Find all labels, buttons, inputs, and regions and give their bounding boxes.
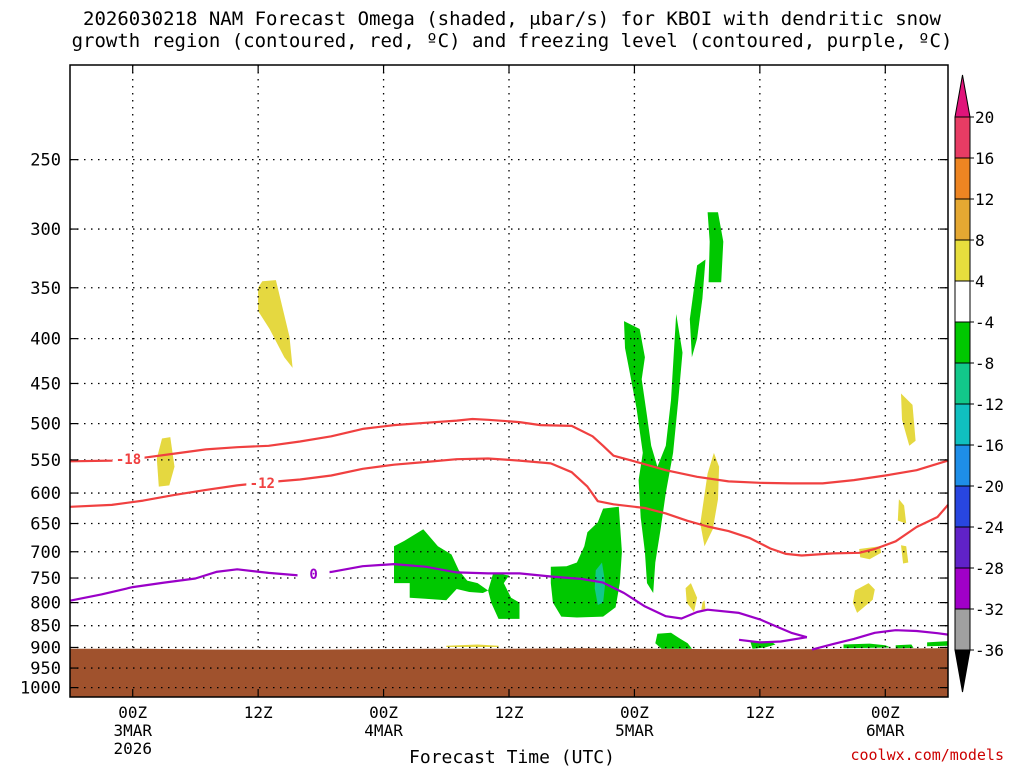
x-tick-sublabel-54: 5MAR (615, 721, 654, 740)
colorbar-swatch-10 (954, 526, 971, 569)
credit-text: coolwx.com/models (850, 746, 1004, 764)
omega-shade-descent-10 (446, 644, 499, 647)
colorbar-label-10: -24 (975, 518, 1004, 537)
contour-label-1: -12 (250, 476, 275, 492)
colorbar-swatch-5 (954, 321, 971, 364)
colorbar-label-1: 16 (975, 149, 994, 168)
x-tick-label-54: 00Z (620, 703, 649, 722)
y-tick-label-450: 450 (30, 374, 61, 394)
x-tick-sublabel2-6: 2026 (113, 739, 152, 758)
contour-freezing-4 (811, 629, 949, 651)
colorbar-label-9: -20 (975, 477, 1004, 496)
omega-shade-ascent-15 (488, 572, 520, 619)
y-tick-label-950: 950 (30, 659, 61, 679)
chart-title: 2026030218 NAM Forecast Omega (shaded, μ… (0, 8, 1024, 52)
omega-shade-descent-3 (685, 583, 698, 612)
omega-shade-strong_ascent-17 (594, 562, 606, 605)
x-tick-label-78: 00Z (871, 703, 900, 722)
x-tick-sublabel-30: 4MAR (364, 721, 403, 740)
y-tick-label-250: 250 (30, 151, 61, 171)
x-tick-sublabel-6: 3MAR (113, 721, 152, 740)
colorbar-swatch-3 (954, 239, 971, 282)
colorbar-label-0: 20 (975, 108, 994, 127)
omega-shade-ascent-21 (895, 644, 914, 649)
contour-freezing-2 (69, 563, 808, 639)
y-tick-label-750: 750 (30, 569, 61, 589)
omega-shade-ascent-18 (655, 632, 692, 649)
x-tick-label-18: 12Z (244, 703, 273, 722)
title-line-1: 2026030218 NAM Forecast Omega (shaded, μ… (83, 8, 941, 30)
x-tick-label-66: 12Z (745, 703, 774, 722)
y-tick-label-600: 600 (30, 484, 61, 504)
colorbar-label-13: -36 (975, 641, 1004, 660)
colorbar-swatch-4 (954, 280, 971, 323)
x-axis-label: Forecast Time (UTC) (409, 747, 615, 768)
colorbar-label-2: 12 (975, 190, 994, 209)
omega-shade-ascent-13 (707, 212, 724, 283)
contour-label-bg-2 (297, 565, 330, 582)
omega-shade-descent-1 (156, 437, 175, 487)
colorbar-label-7: -12 (975, 395, 1004, 414)
colorbar-bottom-arrow (954, 649, 971, 693)
contour-freezing-3 (738, 636, 808, 644)
omega-shade-ascent-11 (624, 314, 683, 593)
y-tick-label-500: 500 (30, 415, 61, 435)
y-tick-label-900: 900 (30, 638, 61, 658)
colorbar-label-4: 4 (975, 272, 985, 291)
omega-shade-descent-4 (701, 600, 706, 610)
colorbar-label-6: -8 (975, 354, 994, 373)
y-tick-label-850: 850 (30, 617, 61, 637)
y-tick-label-300: 300 (30, 220, 61, 240)
omega-shade-descent-5 (901, 393, 916, 446)
x-tick-sublabel-78: 6MAR (866, 721, 905, 740)
contour-label-bg-0 (112, 451, 145, 468)
y-tick-label-700: 700 (30, 543, 61, 563)
colorbar-swatch-6 (954, 362, 971, 405)
colorbar-swatch-0 (954, 116, 971, 159)
omega-shade-descent-6 (897, 499, 907, 524)
contour-label-0: -18 (116, 452, 141, 468)
colorbar-swatch-7 (954, 403, 971, 446)
colorbar-label-5: -4 (975, 313, 994, 332)
contour-label-2: 0 (309, 567, 317, 583)
colorbar-swatch-8 (954, 444, 971, 487)
terrain-fill (70, 648, 948, 697)
omega-shade-descent-7 (901, 545, 909, 564)
y-tick-label-800: 800 (30, 594, 61, 614)
y-tick-label-350: 350 (30, 279, 61, 299)
y-tick-label-1000: 1000 (20, 679, 61, 699)
omega-shade-ascent-14 (394, 529, 489, 601)
x-tick-label-30: 00Z (369, 703, 398, 722)
x-tick-label-6: 00Z (118, 703, 147, 722)
omega-shade-descent-2 (700, 452, 720, 547)
x-tick-label-42: 12Z (495, 703, 524, 722)
y-tick-label-400: 400 (30, 330, 61, 350)
colorbar-top-arrow (954, 74, 971, 118)
omega-shade-ascent-22 (927, 641, 948, 647)
omega-shade-descent-9 (852, 583, 875, 613)
y-tick-label-650: 650 (30, 515, 61, 535)
colorbar-label-12: -32 (975, 600, 1004, 619)
colorbar-swatch-9 (954, 485, 971, 528)
omega-shade-ascent-12 (689, 259, 706, 358)
colorbar-swatch-2 (954, 198, 971, 241)
colorbar-label-11: -28 (975, 559, 1004, 578)
colorbar-swatch-12 (954, 608, 971, 651)
contour-dgz-0 (69, 417, 949, 485)
y-tick-label-550: 550 (30, 451, 61, 471)
colorbar-swatch-1 (954, 157, 971, 200)
contour-label-bg-1 (246, 474, 279, 491)
title-line-2: growth region (contoured, red, ºC) and f… (71, 30, 953, 52)
omega-shade-descent-0 (258, 280, 293, 368)
colorbar-label-3: 8 (975, 231, 985, 250)
colorbar-swatch-11 (954, 567, 971, 610)
colorbar-label-8: -16 (975, 436, 1004, 455)
